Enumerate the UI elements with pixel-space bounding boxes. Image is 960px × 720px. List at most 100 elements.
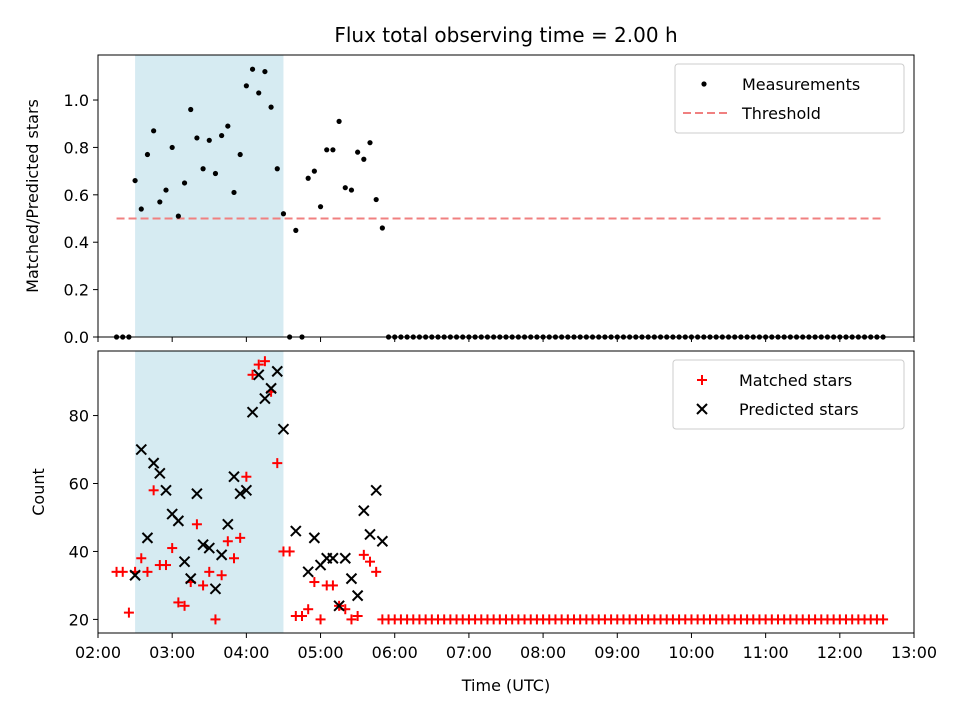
top-y-axis-label: Matched/Predicted stars <box>23 99 42 293</box>
matched-star-point <box>303 604 314 615</box>
matched-star-point <box>327 580 338 591</box>
matched-star-point <box>241 471 252 482</box>
measurement-point <box>169 144 175 151</box>
bottom-x-axis: 02:00 03:00 04:00 05:00 06:00 07:00 08:00 09:00… <box>75 633 937 662</box>
predicted-star-point <box>141 532 154 544</box>
chart-title: Flux total observing time = 2.00 h <box>334 23 677 47</box>
x-tick-label: 07:00 <box>446 643 492 662</box>
predicted-star-point <box>277 423 290 435</box>
top-y-axis: 0.0 0.2 0.4 0.6 0.8 1.0 <box>64 91 98 347</box>
x-tick-label: 02:00 <box>75 643 121 662</box>
matched-star-point <box>222 536 233 547</box>
measurement-point <box>262 68 268 75</box>
matched-star-point <box>352 611 363 622</box>
bottom-y-axis-label: Count <box>29 468 48 516</box>
predicted-star-point <box>290 525 302 537</box>
matched-star-point <box>297 611 307 622</box>
x-tick-label: 09:00 <box>594 643 640 662</box>
y-tick-label: 0.2 <box>64 281 89 300</box>
bottom-shaded-interval <box>135 351 284 633</box>
predicted-star-point <box>172 515 185 527</box>
x-tick-label: 13:00 <box>891 643 937 662</box>
y-tick-label: 60 <box>69 475 89 494</box>
matched-star-point <box>259 356 270 367</box>
measurement-point <box>311 168 317 174</box>
predicted-star-point <box>178 555 191 568</box>
predicted-star-point <box>147 457 160 469</box>
matched-star-point <box>358 549 369 560</box>
measurement-point <box>188 106 194 113</box>
measurement-point <box>268 104 274 110</box>
predicted-star-point <box>197 538 209 551</box>
bottom-legend: Matched stars Predicted stars <box>672 359 905 430</box>
matched-star-point <box>136 553 147 564</box>
matched-star-point <box>167 543 178 554</box>
predicted-star-point <box>271 365 283 378</box>
matched-star-point <box>179 600 190 611</box>
matched-star-point <box>371 566 382 577</box>
matched-star-point <box>191 519 202 530</box>
predicted-star-point <box>191 487 203 500</box>
predicted-star-point <box>302 566 314 578</box>
predicted-star-point <box>203 542 215 554</box>
matched-star-point <box>123 607 134 618</box>
top-plot-frame <box>97 54 915 338</box>
measurement-point <box>367 140 373 146</box>
predicted-star-point <box>358 504 370 517</box>
top-legend: Measurements Threshold <box>674 63 905 134</box>
matched-star-point <box>161 560 171 571</box>
legend-matched-label: Matched stars <box>739 371 852 390</box>
y-tick-label: 20 <box>69 610 89 629</box>
matched-star-point <box>173 597 184 608</box>
predicted-star-point <box>185 572 197 585</box>
top-shaded-interval <box>135 55 284 337</box>
y-tick-label: 1.0 <box>64 91 89 110</box>
measurement-point <box>200 166 206 172</box>
measurement-point <box>330 147 336 153</box>
predicted-star-point <box>240 484 253 497</box>
measurement-point <box>373 196 379 203</box>
measurement-point <box>280 211 287 217</box>
measurement-point <box>138 206 144 212</box>
measurement-point <box>144 151 151 158</box>
matched-star-point <box>216 570 227 581</box>
matched-star-point <box>117 566 128 577</box>
measurement-point <box>305 175 311 181</box>
predicted-star-point <box>222 518 234 530</box>
x-tick-label: 10:00 <box>668 643 714 662</box>
y-tick-label: 0.8 <box>64 138 89 157</box>
measurement-point <box>212 170 219 177</box>
matched-star-point <box>142 566 153 577</box>
measurement-point <box>206 137 212 143</box>
predicted-star-point <box>129 569 141 581</box>
matched-star-point <box>346 614 357 625</box>
top-x-ticks <box>97 337 915 342</box>
measurement-point <box>336 118 342 124</box>
matched-star-point <box>309 577 320 588</box>
measurement-point <box>194 135 200 141</box>
predicted-star-point <box>364 528 376 541</box>
measurement-point <box>237 151 243 158</box>
matched-star-point <box>253 359 264 370</box>
legend-predicted-label: Predicted stars <box>739 400 859 419</box>
measurement-point <box>348 187 355 193</box>
measurement-point <box>132 177 138 184</box>
y-tick-label: 40 <box>69 542 89 561</box>
matched-star-point <box>272 458 283 469</box>
predicted-star-point <box>215 549 228 561</box>
matched-star-points <box>111 356 889 625</box>
measurement-point <box>175 213 181 219</box>
matched-star-point <box>878 614 889 625</box>
measurement-point <box>163 187 169 193</box>
measurement-point <box>157 199 163 205</box>
measurement-point <box>293 227 299 233</box>
y-tick-label: 0.6 <box>64 186 89 205</box>
measurement-point <box>379 225 385 231</box>
x-tick-label: 12:00 <box>817 643 863 662</box>
matched-star-point <box>284 546 295 557</box>
predicted-star-point <box>259 392 271 405</box>
legend-measurements-marker <box>701 81 707 87</box>
x-tick-label: 03:00 <box>149 643 195 662</box>
